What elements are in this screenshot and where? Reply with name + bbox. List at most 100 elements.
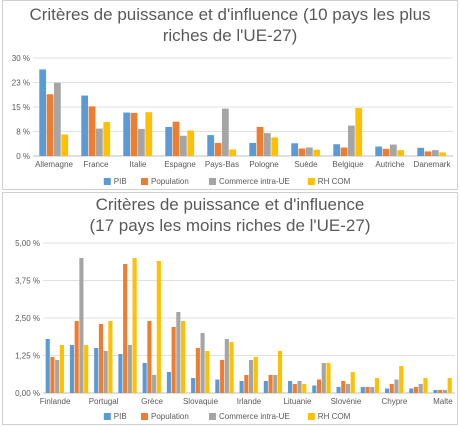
bar-population <box>244 375 249 393</box>
bar-rh-com <box>108 321 113 393</box>
y-tick-label: 3,75 % <box>15 277 40 286</box>
bar-rh-com <box>205 351 210 393</box>
bar-population <box>316 379 322 393</box>
bar-commerce-intra-ue <box>103 351 108 393</box>
bar-rh-com <box>229 342 234 393</box>
bar-commerce-intra-ue <box>180 135 187 156</box>
bar-commerce-intra-ue <box>138 128 145 156</box>
bar-rh-com <box>253 357 258 393</box>
x-tick-label: Slovénie <box>331 397 362 406</box>
bar-pib <box>336 387 341 393</box>
bar-pib <box>191 378 196 393</box>
y-tick-label: 30 % <box>12 54 30 63</box>
bar-pib <box>360 387 365 393</box>
bar-rh-com <box>374 378 380 393</box>
x-tick-label: Portugal <box>89 397 119 406</box>
bar-population <box>195 348 200 393</box>
x-tick-label: Grèce <box>141 397 163 406</box>
bar-commerce-intra-ue <box>390 144 397 156</box>
bar-population <box>389 384 394 393</box>
bar-commerce-intra-ue <box>297 381 302 393</box>
legend-label: PIB <box>114 412 127 421</box>
bar-pib <box>142 363 147 393</box>
bar-commerce-intra-ue <box>321 363 326 393</box>
bar-pib <box>39 69 47 156</box>
chart-bottom-svg: 0,00 % 1,25 % 2,50 % 3,75 % 5,00 % Finlande Po… <box>15 239 455 421</box>
bar-population <box>172 121 180 156</box>
bar-rh-com <box>302 384 307 393</box>
legend-swatch <box>103 413 111 420</box>
bar-pib <box>312 385 317 393</box>
bar-rh-com <box>313 149 321 156</box>
bar-rh-com <box>355 107 363 156</box>
chart-panel-bottom: Critères de puissance et d'influence (17… <box>2 192 458 425</box>
y-tick-label: 2,50 % <box>15 314 40 323</box>
x-tick-label: Danemark <box>414 160 452 169</box>
y-tick-label: 15 % <box>12 103 30 112</box>
bar-commerce-intra-ue <box>306 147 313 156</box>
bar-population <box>256 126 264 156</box>
chart-title-line2: riches de l'UE-27) <box>162 26 298 45</box>
x-tick-label: Belgique <box>332 160 364 169</box>
bar-rh-com <box>399 366 404 393</box>
bar-pib <box>409 388 414 393</box>
legend-label: RH COM <box>318 177 351 186</box>
bar-commerce-intra-ue <box>54 82 61 156</box>
bar-rh-com <box>397 150 405 156</box>
bar-pib <box>263 381 268 393</box>
x-tick-label: Autriche <box>375 160 405 169</box>
bar-rh-com <box>447 378 452 393</box>
legend-swatch <box>307 413 315 420</box>
bar-population <box>171 327 176 393</box>
bar-pib <box>45 339 50 393</box>
x-tick-label: Irlande <box>237 397 262 406</box>
bar-population <box>50 357 55 393</box>
bar-pib <box>417 147 425 156</box>
bar-commerce-intra-ue <box>249 360 254 393</box>
bar-commerce-intra-ue <box>432 150 439 156</box>
y-tick-label: 8 % <box>16 128 30 137</box>
bar-pib <box>118 354 123 393</box>
legend-swatch <box>307 178 315 185</box>
bar-population <box>123 264 128 393</box>
bar-population <box>365 387 370 393</box>
bar-pib <box>69 345 75 393</box>
bar-commerce-intra-ue <box>418 384 423 393</box>
bar-pib <box>207 135 215 156</box>
bar-commerce-intra-ue <box>222 108 229 156</box>
legend-label: Commerce intra-UE <box>219 177 290 186</box>
y-tick-label: 5,00 % <box>15 239 40 248</box>
bar-pib <box>81 95 89 156</box>
y-tick-label: 0 % <box>16 152 30 161</box>
bar-population <box>98 324 103 393</box>
bar-rh-com <box>326 363 331 393</box>
legend-label: Population <box>151 177 189 186</box>
bar-pib <box>165 126 173 156</box>
y-tick-label: 0,00 % <box>15 389 40 398</box>
bar-population <box>424 151 432 156</box>
bar-population <box>147 321 152 393</box>
bar-commerce-intra-ue <box>176 312 181 393</box>
legend-swatch <box>141 413 148 420</box>
x-tick-label: Suède <box>294 160 318 169</box>
x-tick-label: Espagne <box>164 160 196 169</box>
bar-commerce-intra-ue <box>442 390 448 393</box>
legend-swatch <box>209 413 216 420</box>
bar-rh-com <box>145 112 153 156</box>
y-tick-label: 1,25 % <box>15 352 40 361</box>
bar-rh-com <box>423 378 428 393</box>
y-tick-label: 23 % <box>12 79 30 88</box>
legend-label: PIB <box>114 177 127 186</box>
bar-pib <box>288 381 293 393</box>
bar-rh-com <box>181 321 186 393</box>
legend-swatch <box>209 178 216 185</box>
bar-population <box>74 321 79 393</box>
bar-population <box>268 375 273 393</box>
bar-population <box>382 148 390 156</box>
bar-pib <box>215 379 220 393</box>
legend-swatch <box>103 178 111 185</box>
bar-population <box>88 106 96 156</box>
x-tick-label: Pologne <box>249 160 279 169</box>
bar-rh-com <box>61 134 69 156</box>
bar-commerce-intra-ue <box>370 387 375 393</box>
